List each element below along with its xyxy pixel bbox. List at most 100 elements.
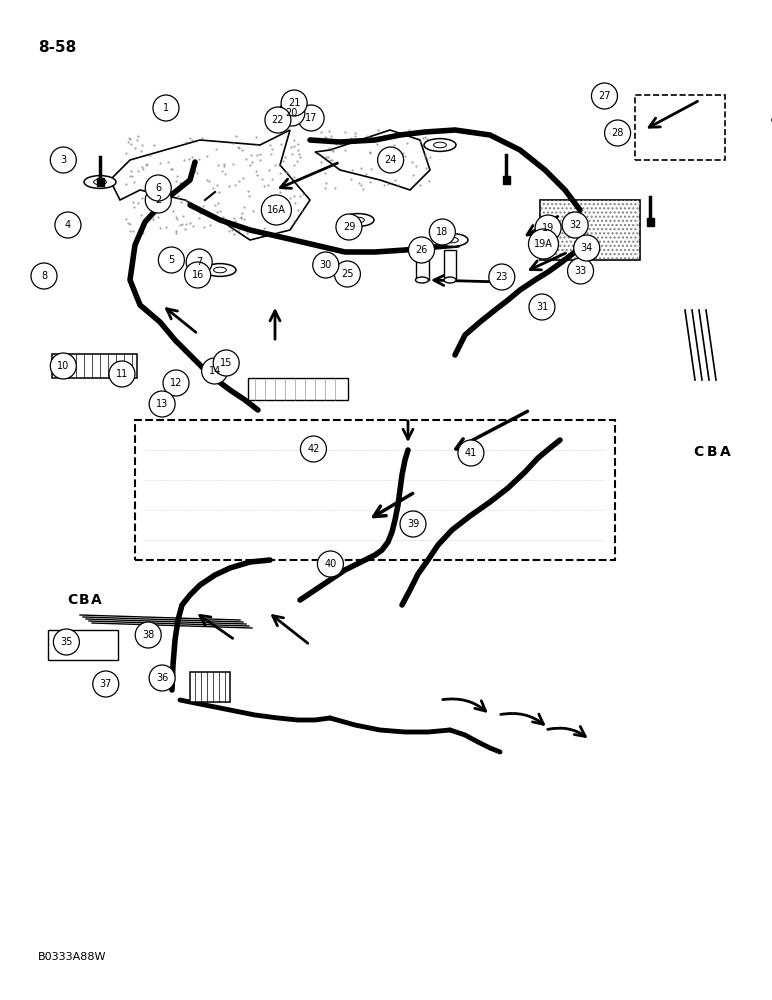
Text: 29: 29 [343, 222, 355, 232]
Circle shape [145, 175, 171, 201]
FancyBboxPatch shape [248, 378, 348, 400]
Text: 22: 22 [272, 115, 284, 125]
Text: 26: 26 [415, 245, 428, 255]
Text: C: C [693, 445, 703, 459]
Circle shape [145, 187, 171, 213]
Circle shape [185, 262, 211, 288]
Ellipse shape [434, 142, 446, 148]
Text: 11: 11 [116, 369, 128, 379]
Circle shape [317, 551, 344, 577]
FancyBboxPatch shape [48, 630, 118, 660]
Text: 25: 25 [341, 269, 354, 279]
Text: 27: 27 [598, 91, 611, 101]
FancyBboxPatch shape [190, 672, 230, 702]
Ellipse shape [84, 176, 116, 188]
Polygon shape [315, 130, 430, 190]
Circle shape [149, 391, 175, 417]
Text: 16: 16 [191, 270, 204, 280]
Ellipse shape [436, 234, 468, 246]
Circle shape [55, 212, 81, 238]
Ellipse shape [445, 237, 459, 243]
Text: 19A: 19A [534, 239, 553, 249]
Ellipse shape [424, 139, 456, 151]
Text: A: A [720, 445, 730, 459]
Text: A: A [90, 593, 101, 607]
Bar [444, 250, 456, 280]
Circle shape [186, 249, 212, 275]
Text: 1: 1 [163, 103, 169, 113]
Text: 8: 8 [41, 271, 47, 281]
Text: 15: 15 [220, 358, 232, 368]
Text: 4: 4 [65, 220, 71, 230]
Text: 30: 30 [320, 260, 332, 270]
Text: 37: 37 [100, 679, 112, 689]
Text: 17: 17 [305, 113, 317, 123]
Circle shape [281, 90, 307, 116]
Text: 6: 6 [155, 183, 161, 193]
Text: 28: 28 [611, 128, 624, 138]
Bar [96, 178, 103, 186]
Text: 39: 39 [407, 519, 419, 529]
Circle shape [458, 440, 484, 466]
Circle shape [604, 120, 631, 146]
Text: B: B [706, 445, 717, 459]
Bar [646, 218, 654, 226]
Circle shape [400, 511, 426, 537]
Circle shape [562, 212, 588, 238]
Ellipse shape [444, 277, 456, 283]
Circle shape [567, 258, 594, 284]
Text: B0333A88W: B0333A88W [38, 952, 107, 962]
Text: 5: 5 [168, 255, 174, 265]
FancyBboxPatch shape [635, 95, 725, 160]
Circle shape [149, 665, 175, 691]
Bar [503, 176, 510, 184]
Text: 19: 19 [542, 223, 554, 233]
Circle shape [50, 147, 76, 173]
Text: 23: 23 [496, 272, 508, 282]
Circle shape [336, 214, 362, 240]
Text: 18: 18 [436, 227, 449, 237]
Circle shape [279, 100, 305, 126]
Text: 2: 2 [155, 195, 161, 205]
Ellipse shape [342, 214, 374, 226]
Text: 42: 42 [307, 444, 320, 454]
Text: 13: 13 [156, 399, 168, 409]
Circle shape [50, 353, 76, 379]
Circle shape [265, 107, 291, 133]
Circle shape [574, 235, 600, 261]
Text: 34: 34 [581, 243, 593, 253]
Ellipse shape [93, 179, 107, 185]
Circle shape [334, 261, 361, 287]
Polygon shape [110, 130, 310, 240]
Circle shape [262, 195, 291, 225]
Text: 8-58: 8-58 [38, 40, 76, 55]
Circle shape [153, 95, 179, 121]
Text: 31: 31 [536, 302, 548, 312]
Text: 24: 24 [384, 155, 397, 165]
Ellipse shape [415, 277, 428, 283]
Ellipse shape [351, 217, 364, 223]
Text: 3: 3 [60, 155, 66, 165]
Text: 20: 20 [286, 108, 298, 118]
Circle shape [201, 358, 228, 384]
FancyBboxPatch shape [52, 354, 137, 378]
Circle shape [135, 622, 161, 648]
Bar [415, 252, 428, 280]
Text: 21: 21 [288, 98, 300, 108]
Circle shape [31, 263, 57, 289]
Text: B: B [79, 593, 90, 607]
Circle shape [529, 229, 558, 259]
Text: 33: 33 [574, 266, 587, 276]
Circle shape [300, 436, 327, 462]
Circle shape [163, 370, 189, 396]
Circle shape [591, 83, 618, 109]
Ellipse shape [214, 267, 226, 273]
Circle shape [529, 294, 555, 320]
FancyBboxPatch shape [135, 420, 615, 560]
Text: 14: 14 [208, 366, 221, 376]
Ellipse shape [204, 264, 236, 276]
FancyBboxPatch shape [540, 200, 640, 260]
Circle shape [298, 105, 324, 131]
Circle shape [109, 361, 135, 387]
Text: 36: 36 [156, 673, 168, 683]
